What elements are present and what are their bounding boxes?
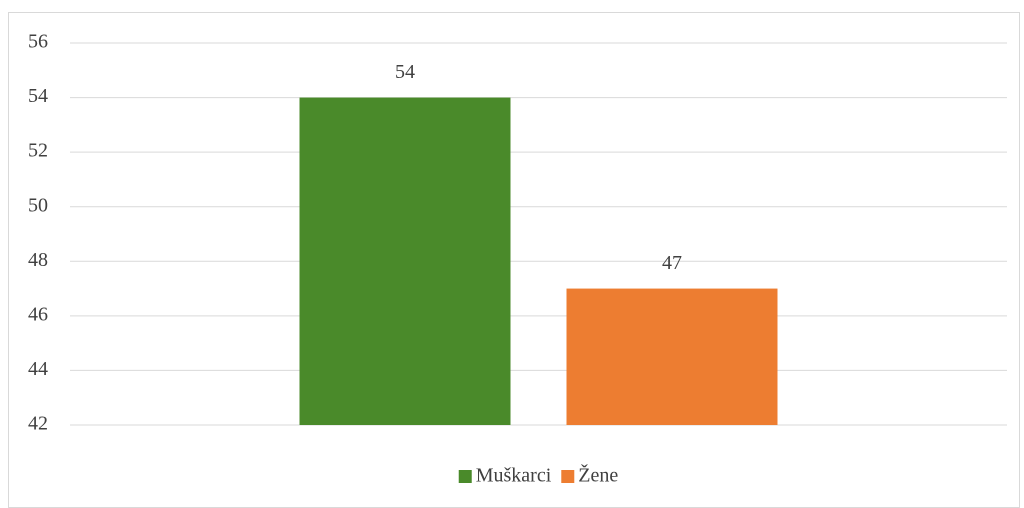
y-tick-label: 52	[28, 140, 48, 162]
legend-swatch	[561, 470, 575, 483]
data-label: 47	[662, 252, 682, 274]
y-tick-label: 42	[28, 413, 48, 435]
data-label: 54	[395, 61, 415, 83]
bar	[566, 288, 778, 425]
legend-label: Žene	[578, 464, 618, 487]
bar	[299, 97, 511, 426]
y-tick-label: 46	[28, 303, 48, 325]
legend-swatch	[458, 470, 472, 483]
y-tick-label: 48	[28, 249, 48, 271]
y-tick-label: 44	[28, 358, 48, 380]
y-tick-label: 54	[28, 85, 48, 107]
y-tick-label: 50	[28, 194, 48, 216]
chart-border	[8, 12, 1020, 508]
y-tick-label: 56	[28, 31, 48, 53]
legend-label: Muškarci	[476, 465, 552, 487]
